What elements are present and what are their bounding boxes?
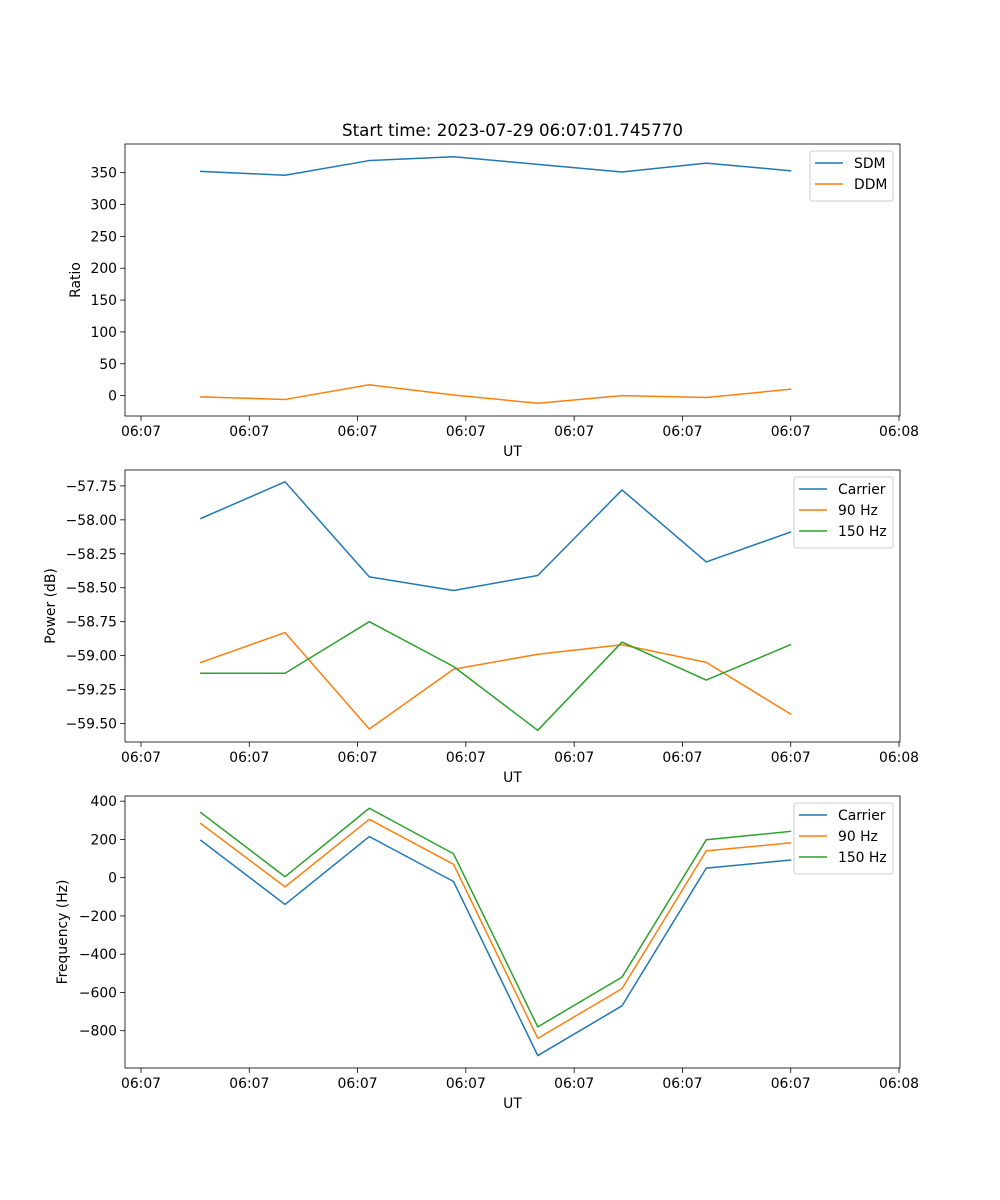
y-tick-label: 100 (90, 325, 117, 341)
x-axis-label: UT (503, 444, 522, 460)
y-tick-label: −59.00 (66, 649, 117, 665)
y-axis-label: Frequency (Hz) (55, 880, 71, 985)
y-axis-label: Power (dB) (43, 568, 59, 644)
y-tick-label: 400 (90, 794, 117, 810)
x-tick-label: 06:07 (121, 1076, 161, 1092)
chart-2: 06:07 06:07 06:07 06:07 06:07 06:07 06:07 06:08… (43, 469, 919, 786)
x-tick-label: 06:07 (554, 1076, 594, 1092)
x-tick-label: 06:07 (446, 750, 486, 766)
x-axis-label: UT (503, 770, 522, 786)
y-tick-label: −800 (79, 1024, 117, 1040)
legend: SDM DDM (809, 150, 894, 202)
legend-entry: 150 Hz (838, 850, 887, 866)
x-tick-label: 06:07 (338, 1076, 378, 1092)
y-tick-label: 350 (90, 166, 117, 182)
y-tick-label: 50 (99, 357, 117, 373)
y-tick-label: 150 (90, 293, 117, 309)
axes-frame (124, 469, 901, 743)
chart-1: 06:07 06:07 06:07 06:07 06:07 06:07 06:07 06:08… (68, 120, 919, 460)
x-tick-label: 06:07 (662, 1076, 702, 1092)
series-line-90-hz (199, 818, 792, 1040)
series-line-sdm (200, 155, 792, 176)
x-tick-label: 06:07 (771, 424, 811, 440)
y-tick-label: −58.00 (66, 513, 117, 529)
series-line-90-hz (199, 631, 792, 730)
y-tick-label: −59.25 (66, 683, 117, 699)
x-tick-label: 06:08 (879, 424, 919, 440)
x-tick-label: 06:07 (338, 424, 378, 440)
y-axis-label: Ratio (68, 262, 84, 298)
legend-entry: Carrier (838, 482, 886, 498)
y-tick-label: −400 (79, 947, 117, 963)
x-tick-label: 06:08 (879, 750, 919, 766)
legend-entry: Carrier (838, 808, 886, 824)
axes-frame (124, 795, 901, 1069)
y-tick-label: −57.75 (66, 479, 117, 495)
series-line-carrier (199, 835, 792, 1057)
legend-entry: 150 Hz (838, 524, 887, 540)
series-line-ddm (200, 384, 792, 405)
x-tick-label: 06:07 (662, 424, 702, 440)
y-tick-label: 200 (90, 261, 117, 277)
y-tick-label: −59.50 (66, 717, 117, 733)
legend: Carrier 90 Hz 150 Hz (793, 802, 894, 875)
chart-3: 06:07 06:07 06:07 06:07 06:07 06:07 06:07 06:08… (55, 794, 919, 1112)
y-tick-label: −600 (79, 985, 117, 1001)
x-tick-label: 06:07 (229, 424, 269, 440)
y-tick-label: −58.75 (66, 615, 117, 631)
y-tick-label: −58.50 (66, 581, 117, 597)
chart-title: Start time: 2023-07-29 06:07:01.745770 (342, 120, 683, 140)
y-tick-label: 0 (108, 389, 117, 405)
legend-entry: 90 Hz (838, 829, 878, 845)
y-tick-label: 300 (90, 198, 117, 214)
x-tick-label: 06:07 (121, 424, 161, 440)
x-tick-label: 06:07 (121, 750, 161, 766)
series-line-150-hz (200, 620, 792, 732)
x-tick-label: 06:07 (229, 1076, 269, 1092)
y-tick-label: 0 (108, 871, 117, 887)
x-tick-label: 06:07 (554, 424, 594, 440)
legend-entry: DDM (854, 177, 887, 193)
x-tick-label: 06:07 (229, 750, 269, 766)
x-tick-label: 06:07 (662, 750, 702, 766)
y-tick-label: 200 (90, 832, 117, 848)
legend: Carrier 90 Hz 150 Hz (793, 476, 894, 549)
y-tick-label: −58.25 (66, 547, 117, 563)
x-tick-label: 06:07 (446, 424, 486, 440)
x-axis-label: UT (503, 1096, 522, 1112)
x-tick-label: 06:07 (771, 1076, 811, 1092)
y-tick-label: 250 (90, 229, 117, 245)
axes-frame (124, 143, 901, 417)
y-tick-label: −200 (79, 909, 117, 925)
x-tick-label: 06:07 (554, 750, 594, 766)
series-line-150-hz (199, 807, 792, 1028)
legend-entry: SDM (854, 156, 886, 172)
legend-entry: 90 Hz (838, 503, 878, 519)
x-tick-label: 06:07 (771, 750, 811, 766)
x-tick-label: 06:07 (446, 1076, 486, 1092)
series-line-carrier (199, 481, 792, 592)
x-tick-label: 06:08 (879, 1076, 919, 1092)
x-tick-label: 06:07 (338, 750, 378, 766)
